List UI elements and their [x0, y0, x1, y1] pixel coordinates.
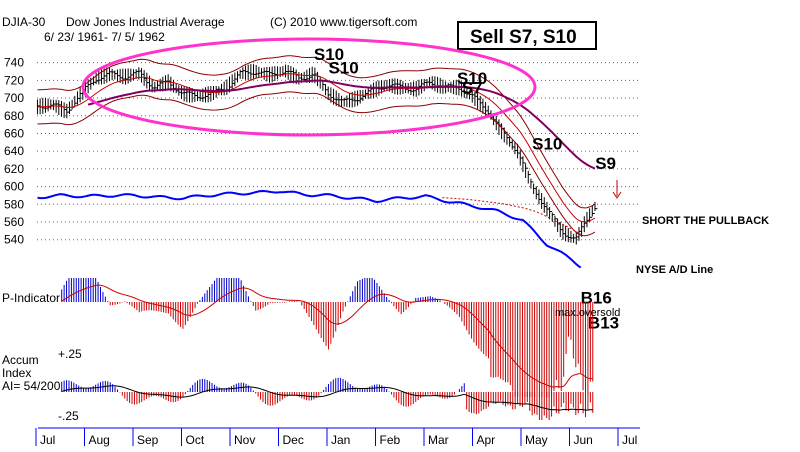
month-label: Oct [186, 433, 205, 447]
nyse-ad-line-label: NYSE A/D Line [636, 264, 713, 276]
accum-label-1: Accum [2, 353, 39, 367]
long-moving-average [87, 79, 596, 170]
p-indicator-ma [61, 284, 593, 388]
signal-s10: S10 [314, 45, 344, 64]
signal-s10: S10 [532, 134, 562, 153]
pullback-arrow [612, 180, 622, 199]
month-label: Sep [137, 433, 159, 447]
ad-line-ma [442, 197, 581, 235]
y-tick-label: 720 [4, 73, 24, 87]
month-label: May [525, 433, 548, 447]
y-tick-label: 540 [4, 233, 24, 247]
p-indicator-label: P-Indicator [2, 291, 60, 305]
signal-box: Sell S7, S10 [457, 21, 597, 50]
y-tick-label: 740 [4, 56, 24, 70]
month-label: Jul [622, 433, 637, 447]
month-label: Nov [234, 433, 255, 447]
signal-box-text: Sell S7, S10 [470, 27, 577, 48]
date-range: 6/ 23/ 1961- 7/ 5/ 1962 [44, 30, 165, 44]
accum-index-ma [61, 385, 593, 411]
signal-s10: S10 [457, 69, 487, 88]
upper-band [37, 55, 596, 209]
accum-ai-label: AI= 54/200 [2, 379, 61, 393]
lower-band [37, 91, 596, 237]
month-label: Apr [477, 433, 496, 447]
month-label: Feb [380, 433, 401, 447]
month-label: Jul [40, 433, 55, 447]
p-indicator-histogram [61, 278, 594, 397]
signal-b16: B16 [581, 288, 612, 307]
month-axis: Jul Aug Sep Oct Nov Dec Jan Feb Mar Apr May Jun Jul [35, 428, 637, 447]
month-label: Mar [428, 433, 449, 447]
y-tick-label: 620 [4, 162, 24, 176]
signal-s7: S7 [462, 79, 483, 98]
y-tick-label: 700 [4, 91, 24, 105]
short-the-pullback-label: SHORT THE PULLBACK [642, 215, 769, 227]
chart-symbol: DJIA-30 [2, 15, 46, 29]
chart-title: Dow Jones Industrial Average [66, 15, 225, 29]
month-label: Jun [574, 433, 593, 447]
accum-minus-tick: -.25 [58, 409, 79, 423]
y-tick-label: 600 [4, 180, 24, 194]
y-tick-label: 680 [4, 109, 24, 123]
max-oversold-label: max.oversold [555, 307, 620, 319]
y-tick-label: 660 [4, 126, 24, 140]
accum-label-2: Index [2, 366, 31, 380]
y-tick-label: 560 [4, 215, 24, 229]
price-axis-ticks: 740 720 700 680 660 640 620 600 580 560 540 [4, 56, 24, 247]
nyse-ad-line [37, 189, 582, 269]
month-label: Aug [89, 433, 110, 447]
accum-plus-tick: +.25 [58, 347, 82, 361]
accum-index-histogram [61, 377, 594, 420]
signal-s10: S10 [328, 58, 358, 77]
signal-s9: S9 [595, 154, 616, 173]
price-gridlines [37, 62, 640, 241]
y-tick-label: 640 [4, 144, 24, 158]
highlight-ellipse [81, 37, 537, 137]
price-bars [36, 64, 598, 245]
signal-b13: B13 [588, 313, 619, 332]
month-label: Dec [283, 433, 304, 447]
month-label: Jan [331, 433, 350, 447]
copyright: (C) 2010 www.tigersoft.com [270, 15, 417, 29]
y-tick-label: 580 [4, 197, 24, 211]
